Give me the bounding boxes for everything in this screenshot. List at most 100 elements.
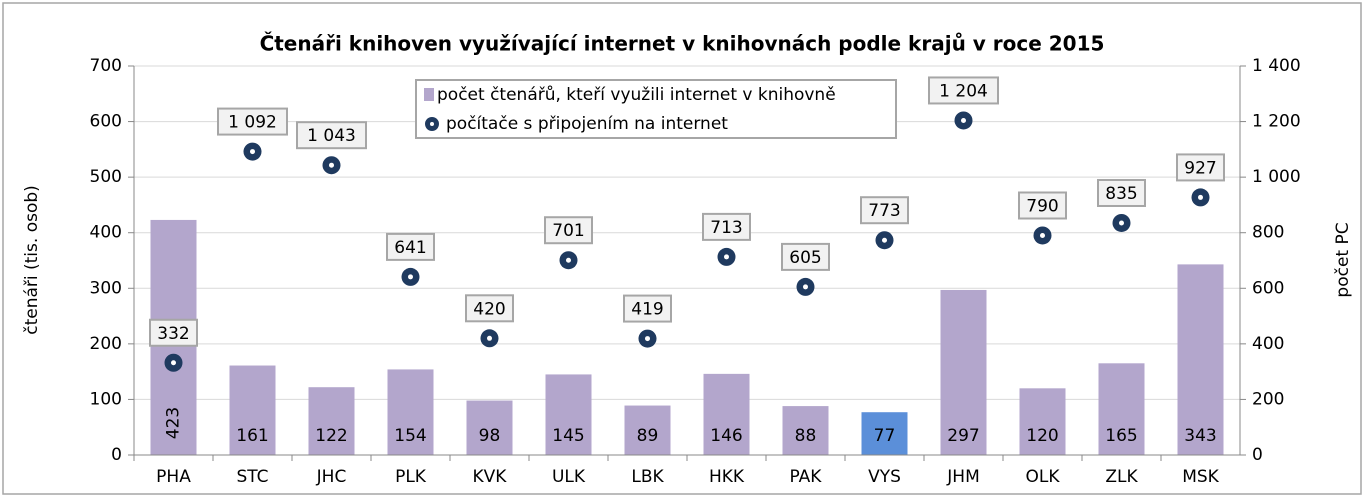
dot-label-box (623, 294, 672, 323)
x-tick-label: OLK (1026, 467, 1061, 487)
dot-label-box (217, 107, 288, 136)
x-tick-label: PHA (156, 467, 191, 487)
bar-value-label: 146 (710, 426, 742, 446)
bar (1019, 388, 1066, 455)
y2-tick-label: 800 (1252, 223, 1284, 243)
dot-center (645, 336, 650, 342)
y-tick-label: 100 (90, 389, 122, 409)
dot-center (408, 274, 413, 280)
dot-center (487, 335, 492, 341)
dot-label-box (702, 212, 751, 241)
bar (782, 406, 829, 455)
legend-dot-center (430, 122, 434, 126)
dot-label-box (928, 76, 999, 105)
bar-value-label: 120 (1026, 426, 1058, 446)
x-tick-label: JHC (316, 467, 347, 487)
y-tick-label: 600 (90, 112, 122, 132)
y-tick-label: 700 (90, 56, 122, 76)
x-tick-label: KVK (473, 467, 508, 487)
bar (545, 374, 592, 455)
dot-value-label: 420 (473, 299, 505, 319)
bar (466, 400, 513, 455)
y-tick-label: 300 (90, 278, 122, 298)
y-tick-label: 0 (111, 445, 122, 465)
dot-center (1040, 232, 1045, 238)
bar (229, 365, 276, 455)
y2-tick-label: 600 (1252, 278, 1284, 298)
dot-value-label: 701 (552, 221, 584, 241)
bar (940, 289, 987, 455)
bar-value-label: 154 (394, 426, 426, 446)
dot-center (171, 360, 176, 366)
dot-value-label: 605 (789, 248, 821, 268)
bar (387, 369, 434, 455)
dot-center (882, 237, 887, 243)
bar-value-label: 165 (1105, 426, 1137, 446)
dot-center (1119, 220, 1124, 226)
dot-value-label: 790 (1026, 196, 1058, 216)
bar-value-label: 161 (236, 426, 268, 446)
y-tick-label: 200 (90, 334, 122, 354)
dot-value-label: 1 204 (939, 81, 988, 101)
bar-value-label: 343 (1184, 426, 1216, 446)
x-tick-label: ZLK (1105, 467, 1138, 487)
y2-tick-label: 1 400 (1252, 56, 1301, 76)
bar (861, 412, 908, 455)
legend-box (415, 79, 897, 139)
y2-axis-label: počet PC (1333, 222, 1353, 297)
bar-value-label: 98 (479, 426, 501, 446)
dot-center (1198, 194, 1203, 200)
dot-label-box (544, 216, 593, 245)
dot-value-label: 1 092 (228, 113, 277, 133)
dot-value-label: 713 (710, 218, 742, 238)
dot-label-box (860, 196, 909, 225)
x-tick-label: PLK (395, 467, 427, 487)
bar-value-label: 89 (637, 426, 659, 446)
dot-value-label: 332 (157, 324, 189, 344)
bar-value-label: 297 (947, 426, 979, 446)
bar-value-label: 88 (795, 426, 817, 446)
dot-label-box (781, 242, 830, 271)
y2-tick-label: 1 000 (1252, 167, 1301, 187)
dot-value-label: 419 (631, 300, 663, 320)
dot-label-box (1097, 178, 1146, 207)
dot-center (329, 162, 334, 168)
x-tick-label: PAK (790, 467, 823, 487)
x-tick-label: MSK (1182, 467, 1219, 487)
bar (624, 405, 671, 455)
bar (1098, 363, 1145, 455)
legend-swatch (424, 88, 434, 101)
dot-label-box (1176, 153, 1225, 182)
dot-label-box (465, 294, 514, 323)
bar (1177, 264, 1224, 455)
dot-value-label: 1 043 (307, 126, 356, 146)
y2-tick-label: 200 (1252, 389, 1284, 409)
dot-center (250, 149, 255, 155)
y2-tick-label: 0 (1252, 445, 1263, 465)
dot-center (566, 257, 571, 263)
x-tick-label: JHM (946, 467, 979, 487)
x-tick-label: LBK (631, 467, 664, 487)
bar-value-label: 122 (315, 426, 347, 446)
dot-value-label: 835 (1105, 184, 1137, 204)
y-tick-label: 500 (90, 167, 122, 187)
x-tick-label: STC (236, 467, 268, 487)
x-tick-label: HKK (709, 467, 745, 487)
dot-label-box (149, 318, 198, 347)
dot-label-box (386, 232, 435, 261)
bar (308, 387, 355, 455)
chart-title: Čtenáři knihoven využívající internet v … (260, 32, 1105, 56)
y-tick-label: 400 (90, 223, 122, 243)
dot-label-box (296, 121, 367, 150)
y2-tick-label: 1 200 (1252, 112, 1301, 132)
dot-value-label: 773 (868, 201, 900, 221)
dot-center (961, 117, 966, 123)
dot-label-box (1018, 191, 1067, 220)
x-tick-label: VYS (868, 467, 901, 487)
bar-value-label: 423 (164, 407, 184, 439)
dot-value-label: 641 (394, 238, 426, 258)
dot-value-label: 927 (1184, 158, 1216, 178)
bar-value-label: 145 (552, 426, 584, 446)
